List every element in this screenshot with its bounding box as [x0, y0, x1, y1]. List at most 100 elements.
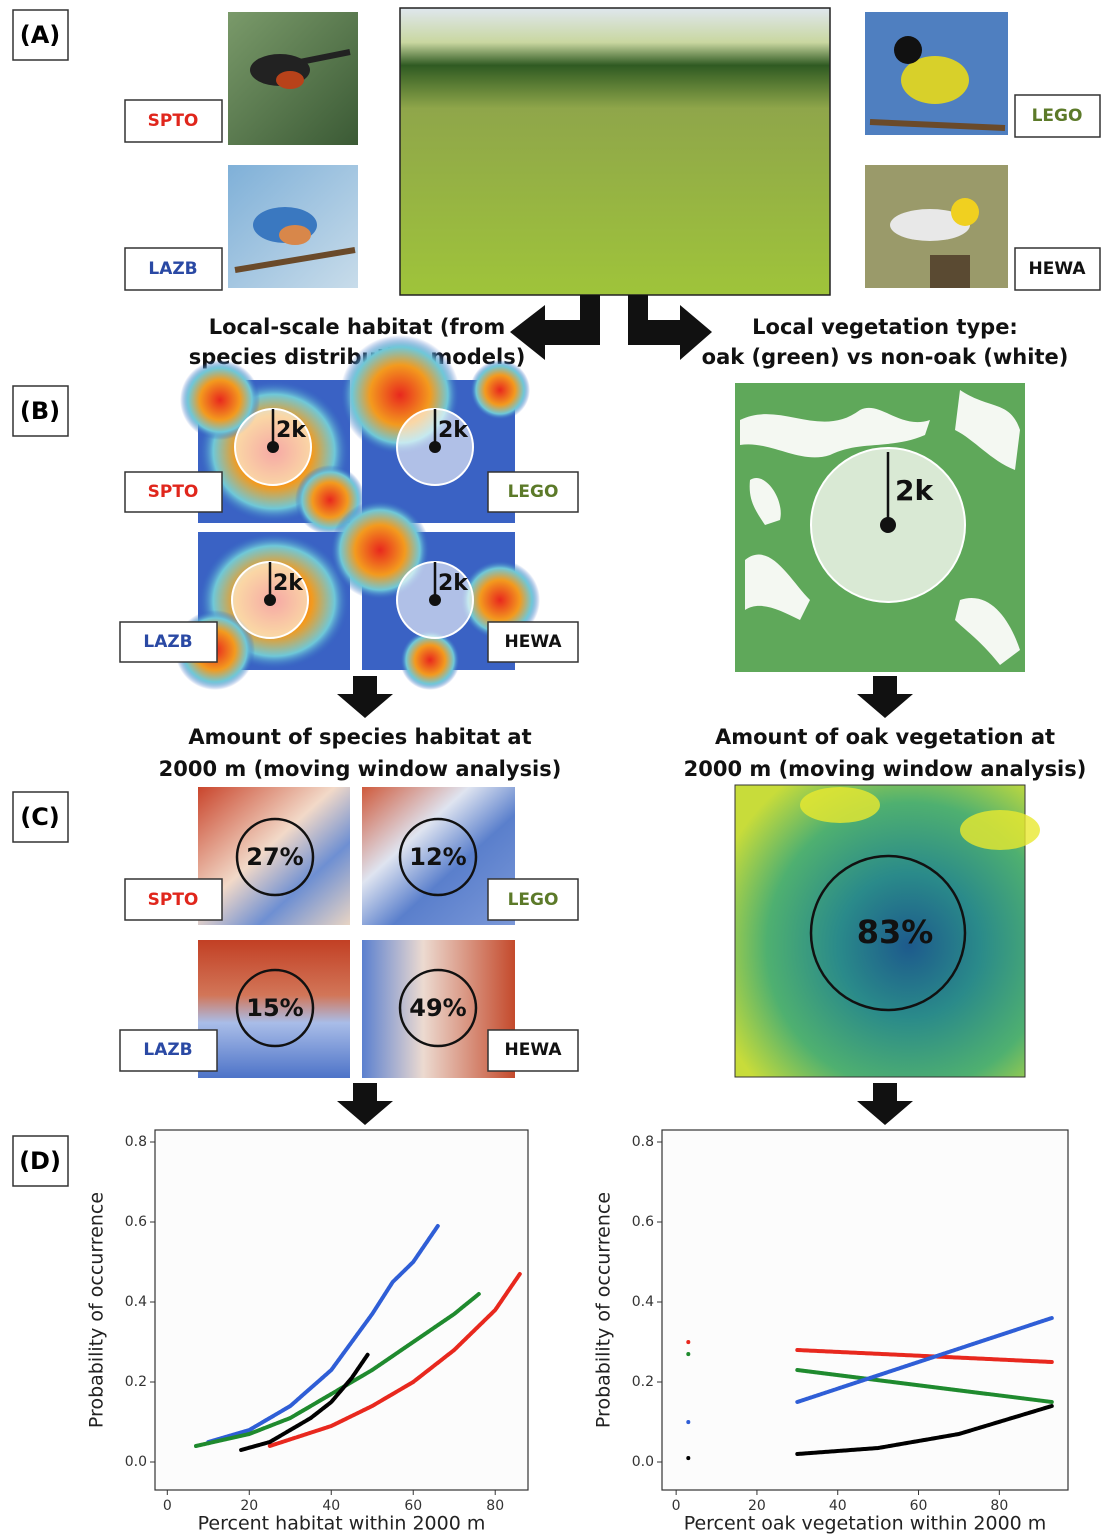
habitat-maps-part-part [429, 441, 441, 453]
habitat-amount: 27% [246, 843, 303, 871]
habitat-amount-maps-part [124, 878, 223, 921]
species-label: HEWA [505, 632, 563, 652]
habitat-amount-maps-part-part [235, 968, 315, 1048]
curve [194, 1292, 481, 1448]
species-labels-a-part [124, 247, 223, 291]
oak-amount-map-part [960, 810, 1040, 850]
radius-label: 2k [273, 571, 304, 596]
habitat-amount-maps-part-part [235, 817, 315, 897]
species-labels-a-part [1014, 94, 1101, 138]
species-label: LAZB [143, 1040, 192, 1060]
heading: 2000 m (moving window analysis) [684, 757, 1087, 781]
y-tick-label: 0.8 [632, 1134, 654, 1150]
oak-amount-map-part [800, 787, 880, 823]
vegetation-map-part-part [745, 554, 810, 620]
y-tick-label: 0.0 [632, 1454, 654, 1470]
species-label: LEGO [1032, 106, 1083, 126]
species-label: SPTO [148, 111, 199, 131]
vegetation-map-part-part [749, 478, 781, 525]
headings: Local-scale habitat (from species distri… [159, 315, 1087, 781]
curve [795, 1316, 1054, 1404]
habitat-maps-part-part [429, 594, 441, 606]
x-tick-label: 40 [322, 1498, 340, 1514]
habitat-maps-part [330, 500, 430, 600]
arrows-part [510, 295, 600, 360]
habitat-maps: 2k 2k 2k 2k SPTO LEGO LAZB HEWA [119, 335, 579, 690]
photos-part [894, 36, 922, 64]
arrows-part [857, 676, 913, 718]
x-tick-label: 40 [829, 1498, 847, 1514]
radius-label: 2k [895, 474, 934, 507]
panel-labels: (A) (B) (C) (D) [12, 9, 69, 1187]
y-axis-label: Probability of occurrence [86, 1192, 108, 1428]
habitat-maps-part-part [267, 441, 279, 453]
heading: Amount of species habitat at [188, 725, 531, 749]
panel-label: (A) [20, 21, 61, 49]
x-axis-label: Percent oak vegetation within 2000 m [684, 1513, 1047, 1535]
species-label: LAZB [143, 632, 192, 652]
habitat-maps-part [180, 360, 260, 440]
oak-amount-map-part [809, 854, 967, 1012]
habitat-amount-maps-part-part [398, 817, 478, 897]
arrows-part [337, 676, 393, 718]
photos-part [890, 209, 970, 241]
habitat-maps-part [487, 621, 579, 663]
species-labels-a: SPTO LAZB LEGO HEWA [124, 94, 1101, 291]
habitat-maps-part [119, 621, 218, 663]
plot-area [154, 1129, 529, 1491]
arrows-part [857, 1083, 913, 1125]
habitat-amount-maps-part-part [398, 968, 478, 1048]
species-labels-a-part [124, 99, 223, 143]
habitat-maps-part [470, 360, 530, 420]
species-label: SPTO [148, 890, 199, 910]
x-tick-label: 20 [240, 1498, 258, 1514]
photos-part [299, 49, 351, 65]
habitat-maps-part [124, 471, 223, 513]
vegetation-map-part-part [955, 390, 1020, 470]
habitat-amount-maps-part [487, 878, 579, 921]
x-tick-label: 80 [486, 1498, 504, 1514]
photos-part [869, 119, 1006, 131]
x-tick-label: 60 [910, 1498, 928, 1514]
curve [795, 1368, 1054, 1404]
habitat-amount-maps: 27% 12% 15% 49% SPTO LEGO LAZB HEWA [119, 787, 579, 1078]
vegetation-map: 2k [735, 383, 1025, 672]
habitat-amount-maps-part [235, 817, 478, 1048]
curve [795, 1348, 1054, 1364]
habitat-amount-maps-part [198, 940, 350, 1078]
panel-label: (C) [20, 803, 60, 831]
arrows-part [628, 295, 712, 360]
oak-amount-map: 83% [734, 784, 1040, 1078]
photos-part [901, 56, 969, 104]
curve [239, 1352, 371, 1452]
y-axis-label: Probability of occurrence [593, 1192, 615, 1428]
arrows-part [337, 1083, 393, 1125]
habitat-maps-part [268, 409, 437, 600]
radius-label: 2k [276, 418, 307, 443]
habitat-amount-maps-part [198, 787, 350, 925]
species-labels-a-part [1014, 247, 1101, 291]
habitat-maps-part-part [264, 594, 276, 606]
species-label: HEWA [1029, 259, 1087, 279]
curve [795, 1404, 1054, 1456]
y-tick-label: 0.6 [632, 1214, 654, 1230]
y-tick-label: 0.8 [125, 1134, 147, 1150]
radius-label: 2k [438, 571, 469, 596]
habitat-amount: 49% [409, 994, 466, 1022]
panel-label: (D) [19, 1147, 61, 1175]
curve [267, 1272, 522, 1448]
species-label: LAZB [148, 259, 197, 279]
habitat-amount-maps-part [487, 1029, 579, 1072]
species-label: LEGO [508, 482, 559, 502]
radius-label: 2k [438, 418, 469, 443]
plot-area [661, 1129, 1069, 1491]
habitat-amount: 15% [246, 994, 303, 1022]
heading: Amount of oak vegetation at [715, 725, 1055, 749]
vegetation-map-part-part [740, 407, 930, 458]
x-tick-label: 60 [404, 1498, 422, 1514]
heading: Local-scale habitat (from [209, 315, 506, 339]
panel-labels-part [12, 385, 69, 437]
photos-part [276, 71, 304, 89]
x-tick-label: 0 [672, 1498, 681, 1514]
